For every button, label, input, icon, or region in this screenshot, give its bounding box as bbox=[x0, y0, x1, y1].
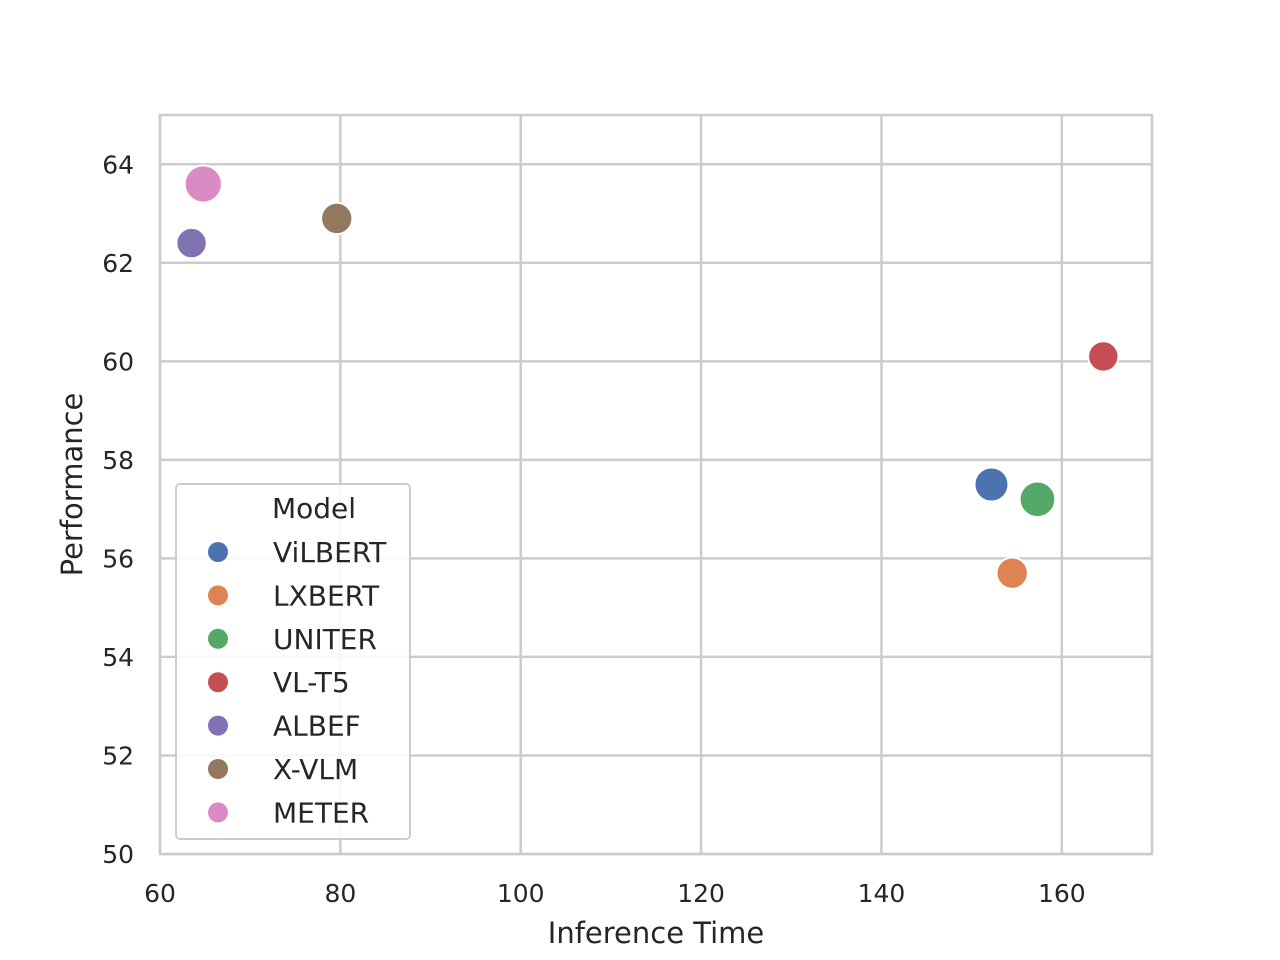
y-tick-label: 52 bbox=[102, 741, 134, 770]
x-tick-label: 80 bbox=[324, 879, 356, 908]
legend-marker bbox=[208, 628, 228, 649]
legend-items: ViLBERT LXBERT UNITER VL-T5 ALBEF X-VLM METER bbox=[208, 536, 387, 829]
y-tick-label: 56 bbox=[102, 544, 134, 573]
legend-title: Model bbox=[272, 492, 356, 525]
legend-label: X-VLM bbox=[273, 753, 358, 786]
y-tick-label: 54 bbox=[102, 643, 134, 672]
x-tick-label: 140 bbox=[858, 879, 906, 908]
legend-marker bbox=[208, 715, 228, 736]
data-point-lxbert bbox=[995, 556, 1029, 590]
x-tick-label: 100 bbox=[497, 879, 545, 908]
legend-label: LXBERT bbox=[273, 579, 380, 612]
legend-label: VL-T5 bbox=[273, 666, 350, 699]
legend-label: METER bbox=[273, 796, 369, 829]
legend-marker bbox=[208, 802, 228, 823]
legend-label: ViLBERT bbox=[273, 536, 387, 569]
data-point-vl-t5 bbox=[1087, 340, 1120, 373]
data-points bbox=[175, 164, 1120, 590]
tick-labels: 60 80 100 120 140 160 50 52 54 56 58 60 62 64 bbox=[102, 150, 1085, 908]
grid bbox=[158, 115, 1152, 856]
x-tick-label: 120 bbox=[677, 879, 725, 908]
legend-marker bbox=[208, 585, 228, 606]
data-point-albef bbox=[175, 226, 208, 260]
legend-box bbox=[175, 483, 411, 840]
y-axis-label: Performance bbox=[55, 393, 89, 577]
legend-label: ALBEF bbox=[273, 710, 361, 743]
x-tick-label: 160 bbox=[1038, 879, 1086, 908]
y-tick-label: 58 bbox=[102, 446, 134, 475]
data-point-vilbert bbox=[973, 466, 1010, 503]
legend: Model ViLBERT LXBERT UNITER VL-T5 ALBEF X-VLM… bbox=[175, 483, 411, 840]
y-tick-label: 64 bbox=[102, 150, 134, 179]
x-tick-label: 60 bbox=[144, 879, 176, 908]
data-point-uniter bbox=[1018, 480, 1057, 519]
legend-marker bbox=[208, 672, 228, 693]
y-tick-label: 60 bbox=[102, 347, 134, 376]
data-point-meter bbox=[183, 164, 223, 204]
y-tick-label: 50 bbox=[102, 840, 134, 869]
y-tick-label: 62 bbox=[102, 249, 134, 278]
data-point-x-vlm bbox=[320, 201, 354, 236]
legend-marker bbox=[208, 542, 228, 562]
x-axis-label: Inference Time bbox=[548, 916, 764, 950]
legend-marker bbox=[208, 759, 228, 779]
legend-label: UNITER bbox=[273, 623, 377, 656]
plot-frame bbox=[158, 113, 1154, 856]
